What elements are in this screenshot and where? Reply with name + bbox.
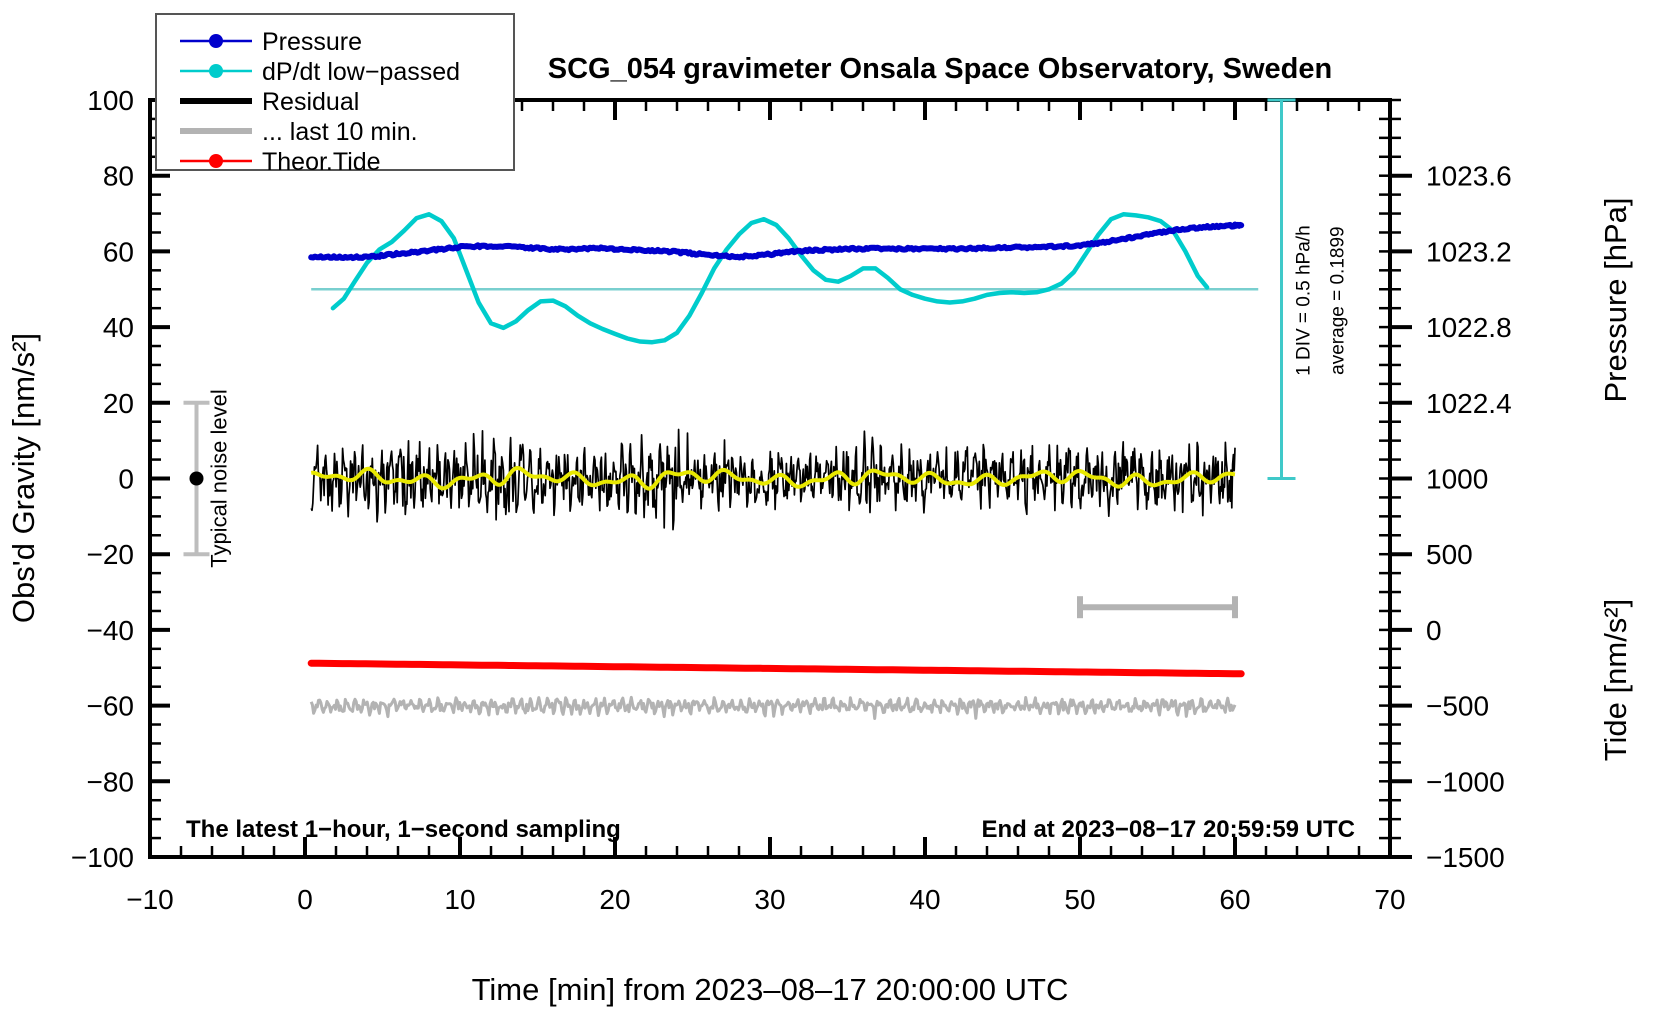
right-tide-tick-label: −1000 [1426, 766, 1505, 797]
right-axis-pressure-label: Pressure [hPa] [1598, 197, 1633, 402]
right-tide-tick-label: −500 [1426, 691, 1489, 722]
x-tick-label: 70 [1374, 884, 1405, 915]
legend-label: Theor.Tide [262, 148, 381, 176]
legend-item-residual[interactable]: Residual [180, 88, 359, 116]
y-axis-label: Obs'd Gravity [nm/s²] [6, 333, 41, 623]
typical-noise-level-label: Typical noise level [207, 389, 232, 568]
right-pressure-tick-label: 1023.2 [1426, 236, 1512, 267]
right-axis-tide-label: Tide [nm/s²] [1598, 599, 1633, 762]
legend-item-pressure[interactable]: Pressure [180, 28, 362, 56]
y-tick-label: −40 [87, 615, 135, 646]
page-title: SCG_054 gravimeter Onsala Space Observat… [548, 53, 1332, 85]
y-tick-label: −20 [87, 539, 135, 570]
y-tick-label: 20 [103, 388, 134, 419]
right-tide-tick-label: 1000 [1426, 464, 1488, 495]
y-tick-label: −60 [87, 691, 135, 722]
y-tick-label: 40 [103, 312, 134, 343]
series-last-10-min [309, 695, 1237, 720]
dpdt-scale-bar [1267, 98, 1296, 480]
x-tick-label: 50 [1064, 884, 1095, 915]
legend-marker-dot [209, 64, 223, 78]
y-tick-label: 80 [103, 161, 134, 192]
series-residual-smoothed [310, 466, 1237, 491]
legend-label: Pressure [262, 28, 362, 56]
last-10-min-indicator-bar [1077, 596, 1238, 619]
right-tide-tick-label: 0 [1426, 615, 1442, 646]
y-tick-label: −80 [87, 766, 135, 797]
dpdt-average-label: average = 0.1899 [1328, 226, 1349, 374]
legend-label: Residual [262, 88, 359, 116]
legend-box [155, 13, 515, 171]
right-tide-tick-label: 500 [1426, 539, 1473, 570]
y-tick-label: −100 [71, 842, 134, 873]
y-tick-label: 60 [103, 236, 134, 267]
x-tick-label: 40 [909, 884, 940, 915]
legend-label: ... last 10 min. [262, 118, 418, 146]
data-series-group [307, 212, 1259, 720]
legend-item-theor-tide[interactable]: Theor.Tide [180, 148, 381, 176]
series-pressure [308, 221, 1245, 262]
series-theoretical-tide [307, 659, 1245, 678]
x-tick-label: 20 [599, 884, 630, 915]
y-axis-ticks: −100 −80 −60 −40 −20 0 20 40 60 80 100 [71, 85, 170, 873]
series-residual [310, 428, 1236, 531]
legend-marker-dot [209, 154, 223, 168]
footer-left-text: The latest 1−hour, 1−second sampling [186, 816, 621, 843]
y-tick-label: 0 [118, 464, 134, 495]
x-tick-label: 30 [754, 884, 785, 915]
x-axis-label: Time [min] from 2023–08–17 20:00:00 UTC [472, 972, 1069, 1007]
footer-right-text: End at 2023−08−17 20:59:59 UTC [981, 816, 1355, 843]
series-dpdt-low-passed [330, 212, 1210, 345]
dpdt-div-label: 1 DIV = 0.5 hPa/h [1294, 225, 1315, 376]
x-tick-label: 0 [297, 884, 313, 915]
right-pressure-tick-label: 1022.8 [1426, 312, 1512, 343]
x-tick-label: 60 [1219, 884, 1250, 915]
right-pressure-tick-label: 1022.4 [1426, 388, 1512, 419]
legend-marker-dot [209, 34, 223, 48]
x-tick-label: −10 [126, 884, 174, 915]
right-pressure-tick-label: 1023.6 [1426, 161, 1512, 192]
right-tide-tick-label: −1500 [1426, 842, 1505, 873]
legend-label: dP/dt low−passed [262, 58, 460, 86]
typical-noise-level-errorbar [183, 400, 210, 557]
legend-item-last-10-min[interactable]: ... last 10 min. [180, 118, 418, 146]
legend-item-dp-dt-low-passed[interactable]: dP/dt low−passed [180, 58, 460, 86]
x-tick-label: 10 [444, 884, 475, 915]
right-axis-ticks: 1022.4 1022.8 1023.2 1023.6 −1500 −1000 −500 0 5… [1379, 98, 1512, 873]
y-tick-label: 100 [87, 85, 134, 116]
